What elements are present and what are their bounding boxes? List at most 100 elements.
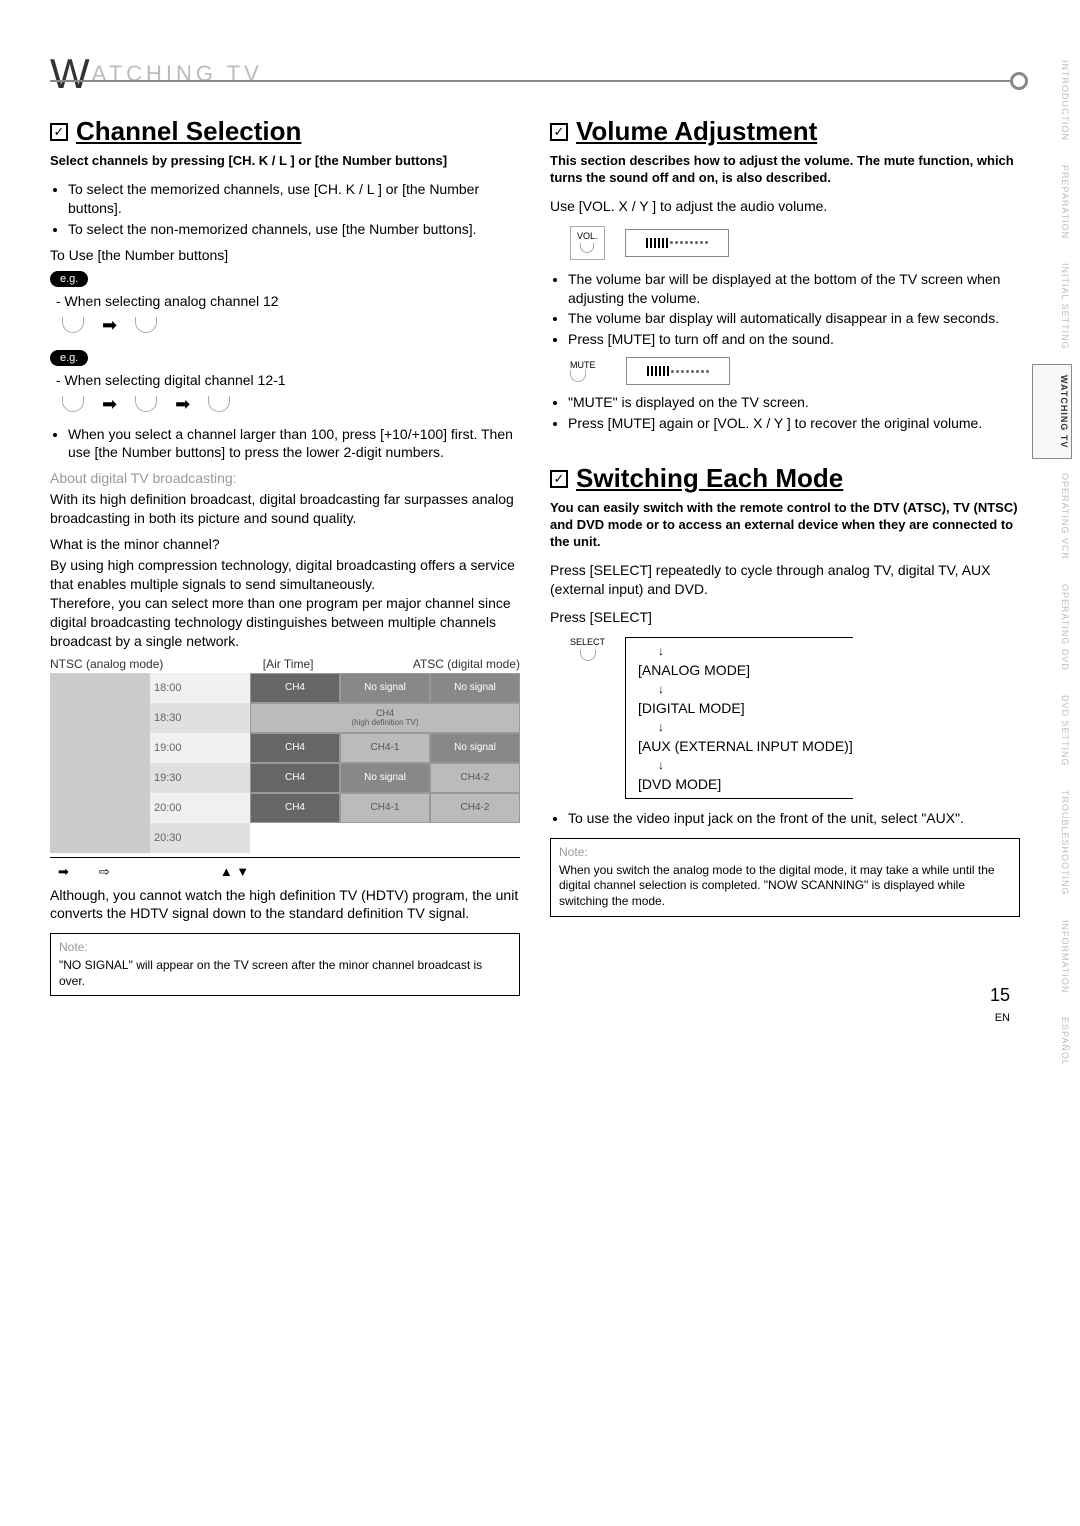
sidebar-item-trouble[interactable]: TROUBLESHOOTING bbox=[1032, 780, 1072, 906]
mute-button: MUTE bbox=[570, 360, 596, 382]
volume-bar-box bbox=[625, 229, 729, 257]
arrow-icon: ➡ bbox=[175, 394, 190, 415]
time-row: 19:30 bbox=[150, 763, 250, 793]
right-column: ✓ Volume Adjustment This section describ… bbox=[550, 116, 1020, 1006]
button-icon bbox=[62, 317, 84, 333]
ch-cell: CH4-1 bbox=[340, 793, 430, 823]
bullet: To select the memorized channels, use [C… bbox=[68, 180, 520, 218]
volume-bullets-2: "MUTE" is displayed on the TV screen. Pr… bbox=[550, 393, 1020, 433]
time-row: 18:00 bbox=[150, 673, 250, 703]
time-row: 19:00 bbox=[150, 733, 250, 763]
button-icon bbox=[135, 317, 157, 333]
page-number: 15 bbox=[990, 985, 1010, 1006]
header-circle-icon bbox=[1010, 72, 1028, 90]
time-row: 20:00 bbox=[150, 793, 250, 823]
ch-cell: No signal bbox=[430, 733, 520, 763]
arrow-icon: ➡ bbox=[102, 315, 117, 336]
note-label: Note: bbox=[559, 845, 1011, 861]
arrow-down-icon: ↓ bbox=[658, 644, 853, 658]
sidebar-item-prep[interactable]: PREPARATION bbox=[1032, 155, 1072, 249]
mute-volume-bar bbox=[647, 366, 709, 376]
button-row-1: ➡ bbox=[62, 315, 520, 336]
sidebar-item-initial[interactable]: INITIAL SETTING bbox=[1032, 253, 1072, 360]
sidebar-item-intro[interactable]: INTRODUCTION bbox=[1032, 50, 1072, 151]
mode-item: [DIGITAL MODE] bbox=[638, 700, 853, 716]
time-column: 18:00 18:30 19:00 19:30 20:00 20:30 bbox=[150, 673, 250, 853]
sidebar-item-watching[interactable]: WATCHING TV bbox=[1032, 364, 1072, 459]
ch-cell: CH4-1 bbox=[340, 733, 430, 763]
page-lang: EN bbox=[995, 1012, 1010, 1024]
note-text: When you switch the analog mode to the d… bbox=[559, 863, 1011, 910]
header-text: ATCHING TV bbox=[92, 61, 263, 87]
select-label: SELECT bbox=[570, 637, 605, 647]
note-text: "NO SIGNAL" will appear on the TV screen… bbox=[59, 958, 511, 989]
vol-label: VOL. bbox=[577, 231, 598, 241]
press-select-label: Press [SELECT] bbox=[550, 608, 1020, 627]
mode-list: ↓ [ANALOG MODE] ↓ [DIGITAL MODE] ↓ [AUX … bbox=[638, 644, 853, 792]
triangle-icon: ▲ ▼ bbox=[220, 864, 249, 880]
ntsc-block bbox=[50, 673, 150, 853]
atsc-table: CH4 No signal No signal CH4 (high defini… bbox=[250, 673, 520, 853]
volume-bar bbox=[646, 238, 708, 248]
minor-title: What is the minor channel? bbox=[50, 536, 520, 552]
sidebar-item-vcr[interactable]: OPERATING VCR bbox=[1032, 463, 1072, 570]
volume-title: Volume Adjustment bbox=[576, 116, 817, 147]
button-icon bbox=[208, 396, 230, 412]
sidebar-item-info[interactable]: INFORMATION bbox=[1032, 910, 1072, 1003]
sidebar-nav: INTRODUCTION PREPARATION INITIAL SETTING… bbox=[1032, 50, 1072, 1076]
arrow-down-icon: ↓ bbox=[658, 720, 853, 734]
arrow-down-icon: ↓ bbox=[658, 682, 853, 696]
channel-diagram: NTSC (analog mode) [Air Time] ATSC (digi… bbox=[50, 657, 520, 858]
to-use-label: To Use [the Number buttons] bbox=[50, 247, 520, 263]
ch-cell: CH4-2 bbox=[430, 793, 520, 823]
channel-bullets-1: To select the memorized channels, use [C… bbox=[50, 180, 520, 239]
sidebar-item-dvd-op[interactable]: OPERATING DVD bbox=[1032, 574, 1072, 681]
time-table: 18:00 18:30 19:00 19:30 20:00 20:30 CH4 … bbox=[50, 673, 520, 853]
note-box-right: Note: When you switch the analog mode to… bbox=[550, 838, 1020, 916]
button-icon bbox=[135, 396, 157, 412]
header-letter: W bbox=[50, 50, 90, 98]
time-row: 20:30 bbox=[150, 823, 250, 853]
bullet: Press [MUTE] to turn off and on the soun… bbox=[568, 330, 1020, 349]
page-container: W ATCHING TV ✓ Channel Selection Select … bbox=[0, 0, 1080, 1046]
mode-item: [ANALOG MODE] bbox=[638, 662, 853, 678]
bullet: When you select a channel larger than 10… bbox=[68, 425, 520, 463]
arrow-icon: ⇨ bbox=[99, 864, 110, 880]
hdtv-text: Although, you cannot watch the high defi… bbox=[50, 886, 520, 924]
sidebar-item-dvd-set[interactable]: DVD SETTING bbox=[1032, 685, 1072, 777]
button-arc-icon bbox=[580, 649, 596, 661]
sidebar-item-espanol[interactable]: ESPAÑOL bbox=[1032, 1007, 1072, 1076]
select-button: SELECT bbox=[570, 637, 605, 663]
mute-label: MUTE bbox=[570, 360, 596, 370]
mode-diagram: SELECT ↓ [ANALOG MODE] ↓ [DIGITAL MODE] … bbox=[570, 637, 1020, 799]
bullet: To use the video input jack on the front… bbox=[568, 809, 1020, 828]
content-columns: ✓ Channel Selection Select channels by p… bbox=[50, 116, 1020, 1006]
header-line bbox=[50, 80, 1020, 82]
mode-intro: You can easily switch with the remote co… bbox=[550, 500, 1020, 551]
mode-section-title: ✓ Switching Each Mode bbox=[550, 463, 1020, 494]
mode-press-text: Press [SELECT] repeatedly to cycle throu… bbox=[550, 561, 1020, 599]
left-column: ✓ Channel Selection Select channels by p… bbox=[50, 116, 520, 1006]
button-row-2: ➡ ➡ bbox=[62, 394, 520, 415]
minor-text: By using high compression technology, di… bbox=[50, 556, 520, 650]
ch-cell: CH4 bbox=[250, 673, 340, 703]
ch-cell: No signal bbox=[340, 763, 430, 793]
button-arc-icon bbox=[580, 243, 594, 253]
hdtv-note: (high definition TV) bbox=[352, 718, 419, 727]
checkbox-icon: ✓ bbox=[550, 123, 568, 141]
mode-item: [AUX (EXTERNAL INPUT MODE)] bbox=[638, 738, 853, 754]
bullet: "MUTE" is displayed on the TV screen. bbox=[568, 393, 1020, 412]
diagram-header: NTSC (analog mode) [Air Time] ATSC (digi… bbox=[50, 657, 520, 671]
mute-bar-box bbox=[626, 357, 730, 385]
eg-badge: e.g. bbox=[50, 271, 88, 287]
ch-cell: CH4 bbox=[250, 733, 340, 763]
ch-cell: CH4 bbox=[250, 793, 340, 823]
ch-cell: CH4 bbox=[250, 763, 340, 793]
checkbox-icon: ✓ bbox=[50, 123, 68, 141]
checkbox-icon: ✓ bbox=[550, 470, 568, 488]
note-box-left: Note: "NO SIGNAL" will appear on the TV … bbox=[50, 933, 520, 996]
volume-use-text: Use [VOL. X / Y ] to adjust the audio vo… bbox=[550, 197, 1020, 216]
volume-bullets-1: The volume bar will be displayed at the … bbox=[550, 270, 1020, 350]
ntsc-label: NTSC (analog mode) bbox=[50, 657, 163, 671]
ch-cell: CH4-2 bbox=[430, 763, 520, 793]
